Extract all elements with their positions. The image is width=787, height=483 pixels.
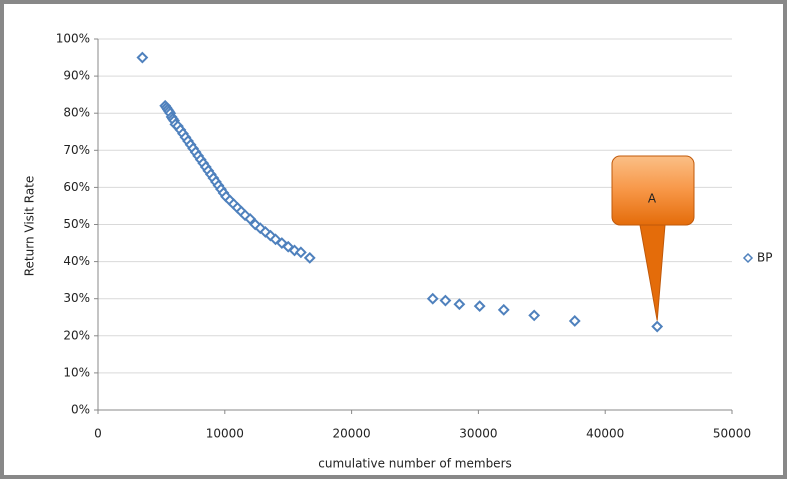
y-tick-label: 30% xyxy=(63,291,90,305)
y-tick-label: 70% xyxy=(63,143,90,157)
x-tick-label: 10000 xyxy=(206,427,244,441)
annotation-text: A xyxy=(648,192,657,206)
y-tick-label: 20% xyxy=(63,328,90,342)
annotation-box xyxy=(611,155,695,226)
point xyxy=(453,298,466,311)
point xyxy=(294,246,307,259)
point xyxy=(244,213,257,225)
y-tick-label: 40% xyxy=(63,254,90,268)
point xyxy=(439,294,452,307)
y-tick-label: 50% xyxy=(63,217,90,231)
legend-label: BP xyxy=(757,251,772,265)
x-tick-label: 0 xyxy=(94,427,102,441)
annotation-callout xyxy=(639,224,666,321)
point xyxy=(426,292,439,305)
y-tick-label: 100% xyxy=(56,32,90,46)
y-tick-label: 0% xyxy=(71,403,90,417)
y-tick-label: 60% xyxy=(63,180,90,194)
legend-marker xyxy=(742,252,754,264)
x-tick-label: 40000 xyxy=(586,427,624,441)
point xyxy=(528,309,541,322)
point xyxy=(473,300,486,313)
x-tick-label: 50000 xyxy=(713,427,751,441)
x-tick-label: 20000 xyxy=(333,427,371,441)
y-tick-label: 10% xyxy=(63,365,90,379)
y-tick-label: 90% xyxy=(63,69,90,83)
point xyxy=(303,251,316,264)
x-tick-label: 30000 xyxy=(459,427,497,441)
y-axis-label: Return Visit Rate xyxy=(23,176,37,277)
y-tick-label: 80% xyxy=(63,106,90,120)
point xyxy=(136,51,149,64)
point xyxy=(651,320,664,333)
point xyxy=(497,303,510,316)
x-axis-label: cumulative number of members xyxy=(318,457,512,471)
point xyxy=(568,315,581,327)
